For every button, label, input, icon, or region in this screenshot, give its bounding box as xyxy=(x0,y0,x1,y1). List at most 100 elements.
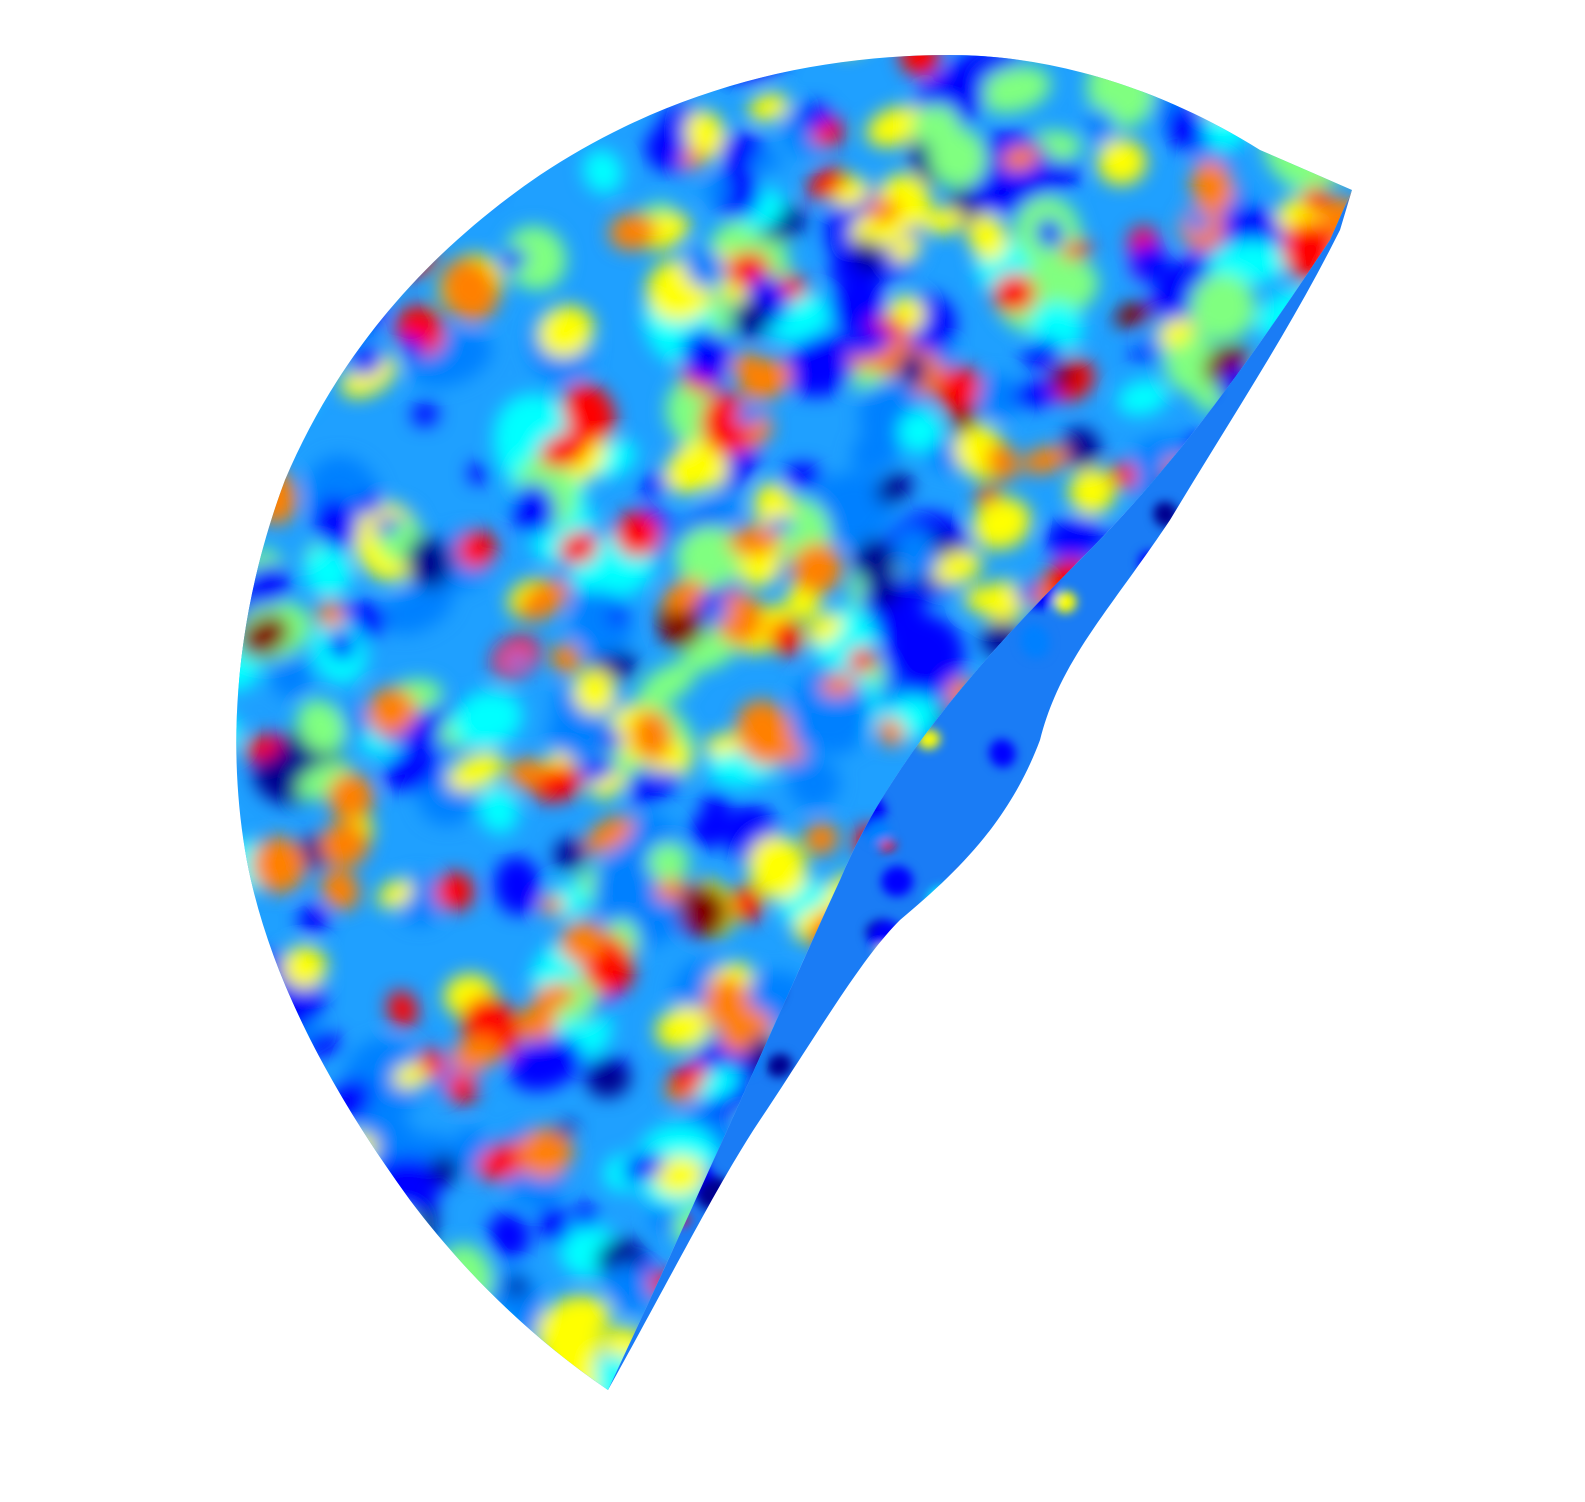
texture-blob xyxy=(1196,653,1211,666)
texture-blob xyxy=(881,866,914,897)
texture-blob xyxy=(1061,1327,1117,1387)
texture-blob xyxy=(970,1046,1017,1084)
texture-blob xyxy=(1127,1103,1165,1130)
texture-blob xyxy=(875,1214,955,1302)
texture-blob xyxy=(350,347,384,377)
texture-blob xyxy=(688,809,734,849)
texture-blob xyxy=(1266,60,1330,125)
texture-blob xyxy=(1190,160,1233,213)
texture-blob xyxy=(270,656,312,699)
texture-blob xyxy=(779,1322,804,1341)
texture-blob xyxy=(1248,1124,1301,1175)
texture-blob xyxy=(680,149,706,170)
texture-blob xyxy=(583,149,623,194)
texture-blob xyxy=(1289,612,1352,684)
texture-blob xyxy=(378,1209,418,1250)
texture-blob xyxy=(765,516,795,534)
texture-blob xyxy=(334,220,409,266)
texture-blob xyxy=(830,1019,896,1094)
texture-blob xyxy=(1081,1059,1106,1082)
texture-blob xyxy=(717,1243,734,1259)
texture-blob xyxy=(474,1364,522,1390)
texture-blob xyxy=(1315,301,1352,339)
texture-blob xyxy=(251,836,306,894)
texture-blob xyxy=(638,662,696,707)
texture-blob xyxy=(769,619,804,656)
texture-blob xyxy=(1285,512,1343,557)
texture-blob xyxy=(874,978,914,1024)
texture-blob xyxy=(1301,1157,1349,1213)
texture-blob xyxy=(377,879,413,909)
texture-blob xyxy=(1295,1129,1348,1194)
texture-blob xyxy=(430,1155,460,1185)
texture-blob xyxy=(1068,468,1116,515)
texture-blob xyxy=(1015,584,1037,604)
texture-blob xyxy=(1279,1269,1333,1312)
texture-blob xyxy=(671,1297,719,1348)
texture-blob xyxy=(664,440,725,494)
texture-blob xyxy=(1158,317,1195,348)
texture-blob xyxy=(927,1153,954,1179)
texture-blob xyxy=(236,1123,256,1160)
texture-blob xyxy=(655,879,686,902)
texture-blob xyxy=(393,98,429,137)
texture-blob xyxy=(249,302,296,353)
texture-blob xyxy=(1020,841,1102,915)
texture-blob xyxy=(533,983,576,1008)
texture-blob xyxy=(1102,1060,1129,1079)
texture-blob xyxy=(1337,1009,1352,1029)
texture-blob xyxy=(1140,676,1167,707)
texture-blob xyxy=(236,101,282,152)
texture-blob xyxy=(488,1212,530,1260)
texture-blob xyxy=(732,885,763,923)
texture-blob xyxy=(850,1262,891,1301)
texture-blob xyxy=(1155,1153,1179,1172)
texture-blob xyxy=(1011,987,1050,1018)
texture-blob xyxy=(516,1003,558,1042)
texture-blob xyxy=(236,339,270,386)
texture-blob xyxy=(780,1308,827,1363)
texture-blob xyxy=(1022,446,1069,474)
texture-blob xyxy=(1293,555,1339,598)
texture-blob xyxy=(1160,653,1206,686)
texture-blob xyxy=(1192,1103,1236,1152)
texture-blob xyxy=(274,55,308,64)
texture-blob xyxy=(1135,1031,1195,1102)
texture-blob xyxy=(845,328,892,357)
texture-blob xyxy=(1138,55,1180,69)
texture-blob xyxy=(419,1047,446,1078)
texture-blob xyxy=(350,1335,371,1352)
texture-blob xyxy=(802,1343,832,1374)
texture-blob xyxy=(319,261,370,319)
texture-blob xyxy=(282,945,327,989)
texture-blob xyxy=(236,963,252,988)
texture-blob xyxy=(403,55,436,66)
texture-blob xyxy=(928,1342,963,1370)
texture-blob xyxy=(977,374,1021,420)
texture-blob xyxy=(1166,931,1249,1019)
texture-blob xyxy=(712,1291,777,1344)
texture-blob xyxy=(506,1277,528,1297)
texture-blob xyxy=(504,226,567,290)
texture-blob xyxy=(236,320,251,367)
texture-blob xyxy=(1019,1321,1083,1383)
texture-blob xyxy=(1173,987,1196,1001)
texture-blob xyxy=(911,104,960,146)
texture-blob xyxy=(1286,1008,1316,1032)
texture-blob xyxy=(1062,240,1093,260)
texture-blob xyxy=(540,97,574,135)
texture-blob xyxy=(1282,1035,1352,1115)
texture-blob xyxy=(1203,694,1231,720)
texture-blob xyxy=(236,254,283,300)
texture-blob xyxy=(701,392,752,456)
texture-blob xyxy=(1254,445,1271,462)
texture-blob xyxy=(1176,1058,1217,1094)
texture-blob xyxy=(1309,97,1352,171)
texture-blob xyxy=(236,1232,252,1260)
texture-blob xyxy=(1248,747,1286,769)
texture-blob xyxy=(844,1350,866,1374)
texture-blob xyxy=(1001,145,1039,171)
texture-blob xyxy=(955,1287,1014,1355)
